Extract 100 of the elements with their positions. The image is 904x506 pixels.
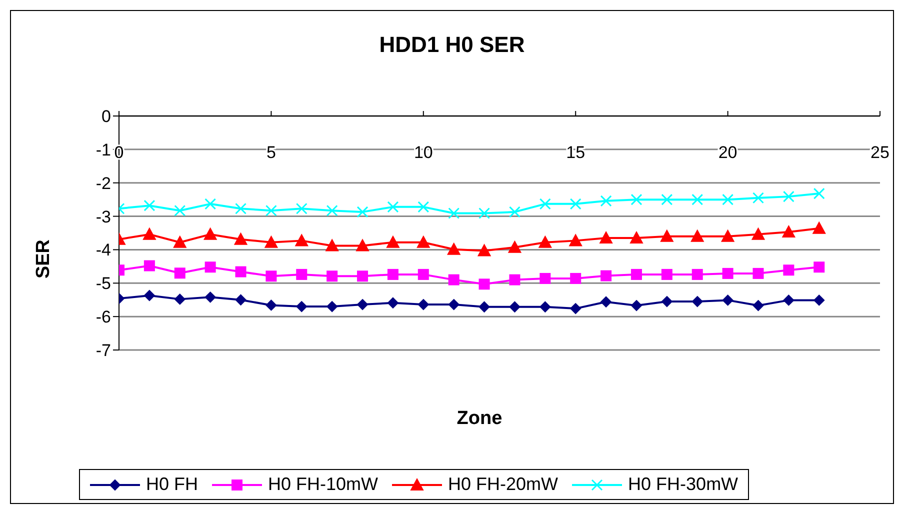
point bbox=[600, 195, 612, 207]
point bbox=[813, 188, 825, 200]
y-tick-label: -4 bbox=[96, 240, 111, 260]
point bbox=[600, 270, 612, 282]
point bbox=[661, 296, 672, 308]
point bbox=[782, 190, 794, 202]
point bbox=[357, 299, 368, 310]
x-axis-title: Zone bbox=[456, 408, 504, 430]
point bbox=[722, 268, 734, 279]
point bbox=[235, 294, 246, 306]
point bbox=[448, 274, 460, 286]
point bbox=[752, 300, 764, 312]
point bbox=[447, 242, 460, 255]
point bbox=[326, 239, 339, 252]
point bbox=[144, 290, 155, 302]
point bbox=[234, 232, 248, 245]
point bbox=[174, 204, 186, 216]
legend-label: H0 FH-30mW bbox=[628, 474, 738, 495]
point bbox=[387, 201, 399, 213]
x-tick-label: 5 bbox=[266, 143, 276, 162]
point bbox=[722, 194, 734, 206]
point bbox=[416, 236, 430, 248]
point bbox=[600, 296, 612, 308]
point bbox=[540, 272, 551, 284]
legend-label: H0 FH-20mW bbox=[448, 474, 558, 495]
point bbox=[296, 301, 308, 312]
point bbox=[630, 194, 642, 206]
point bbox=[752, 192, 764, 204]
point bbox=[264, 236, 278, 248]
y-axis-title: SER bbox=[33, 239, 55, 279]
x-tick-label: 10 bbox=[414, 143, 433, 162]
point bbox=[144, 260, 155, 272]
point bbox=[814, 294, 825, 306]
point bbox=[814, 262, 825, 273]
point bbox=[478, 278, 490, 290]
point bbox=[752, 268, 764, 279]
y-tick-label: -1 bbox=[96, 140, 111, 160]
point bbox=[509, 301, 520, 312]
point bbox=[630, 232, 643, 244]
point bbox=[752, 228, 765, 240]
legend-label: H0 FH-10mW bbox=[268, 474, 378, 495]
point bbox=[692, 296, 703, 308]
point bbox=[508, 240, 522, 253]
point bbox=[326, 301, 338, 312]
x-tick-label: 20 bbox=[718, 143, 738, 162]
point bbox=[235, 202, 247, 214]
point bbox=[296, 268, 308, 280]
point bbox=[326, 204, 338, 216]
point bbox=[356, 206, 368, 218]
point bbox=[478, 301, 490, 312]
y-tick-label: -6 bbox=[96, 308, 111, 327]
point bbox=[478, 244, 491, 256]
point bbox=[386, 236, 400, 248]
point bbox=[538, 236, 552, 248]
point bbox=[600, 232, 613, 244]
point bbox=[782, 225, 796, 238]
y-tick-label: -7 bbox=[96, 341, 111, 360]
point bbox=[540, 301, 551, 312]
point bbox=[357, 270, 368, 282]
y-tick-label: -5 bbox=[96, 274, 111, 294]
chart-title: HDD1 H0 SER bbox=[378, 32, 526, 58]
point bbox=[418, 268, 429, 280]
point bbox=[174, 268, 186, 279]
point bbox=[812, 222, 826, 234]
y-tick-label: -3 bbox=[96, 207, 111, 226]
point bbox=[661, 194, 673, 206]
point bbox=[783, 294, 794, 306]
point bbox=[692, 194, 704, 206]
point bbox=[265, 204, 277, 216]
point bbox=[144, 200, 156, 212]
point bbox=[204, 198, 216, 210]
point bbox=[660, 230, 674, 242]
point bbox=[387, 268, 398, 280]
point bbox=[295, 234, 308, 246]
point bbox=[630, 268, 642, 280]
point bbox=[690, 230, 704, 242]
point bbox=[508, 206, 520, 218]
point bbox=[570, 198, 582, 210]
point bbox=[174, 294, 186, 305]
point bbox=[418, 299, 429, 310]
point bbox=[478, 208, 490, 220]
point bbox=[721, 230, 734, 242]
point bbox=[418, 201, 430, 213]
point bbox=[661, 268, 672, 280]
point bbox=[630, 300, 642, 312]
point bbox=[569, 234, 582, 246]
point bbox=[448, 208, 460, 220]
point bbox=[204, 292, 216, 303]
point bbox=[266, 270, 277, 282]
point bbox=[692, 268, 703, 280]
point bbox=[235, 266, 246, 278]
point bbox=[570, 272, 582, 284]
x-tick-label: 15 bbox=[566, 143, 586, 162]
y-tick-label: -2 bbox=[96, 174, 111, 193]
point bbox=[296, 202, 308, 214]
point bbox=[539, 198, 551, 210]
point bbox=[204, 228, 217, 240]
y-tick-label: 0 bbox=[102, 107, 111, 126]
point bbox=[722, 294, 734, 306]
point bbox=[570, 303, 582, 314]
